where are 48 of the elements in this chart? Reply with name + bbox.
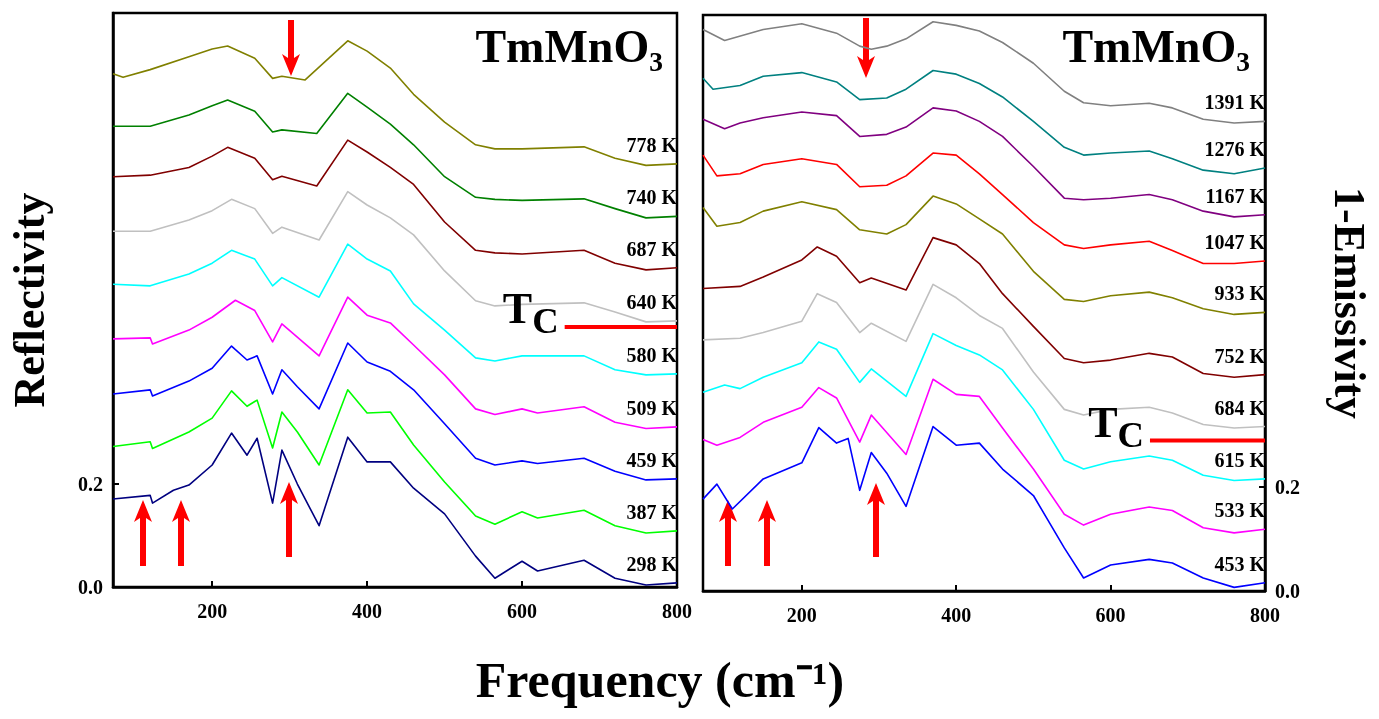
series-label: 1276 K xyxy=(1204,138,1266,161)
series-label: 459 K xyxy=(626,448,678,471)
x-axis-title: Frequency (cm⁻¹) xyxy=(475,652,845,708)
x-tick-label: 600 xyxy=(1095,604,1126,626)
series-label: 1391 K xyxy=(1204,91,1266,114)
series-label: 298 K xyxy=(626,552,678,575)
x-tick-label: 600 xyxy=(507,600,538,622)
chart-title: TmMnO₃ xyxy=(475,20,664,72)
line-series xyxy=(702,378,1266,534)
series-label: T$_{C}$ xyxy=(1088,396,1144,457)
series-label: 740 K xyxy=(626,186,678,209)
series-label: 933 K xyxy=(1214,282,1266,305)
x-tick-label: 200 xyxy=(197,600,228,622)
line-series xyxy=(112,92,678,219)
y2-tick-label: 0.0 xyxy=(1275,580,1300,602)
series-label: 752 K xyxy=(1214,344,1266,367)
line-series xyxy=(702,69,1266,175)
line-series xyxy=(112,139,678,271)
series-label: 687 K xyxy=(626,237,678,260)
y2-tick-label: 0.2 xyxy=(1275,476,1300,499)
series-label: 387 K xyxy=(626,500,678,523)
chart-title: TmMnO₃ xyxy=(1062,20,1251,72)
x-tick-label: 400 xyxy=(941,604,972,626)
series-label: 1047 K xyxy=(1204,230,1266,253)
x-tick-label: 400 xyxy=(352,600,383,622)
series-label: 580 K xyxy=(626,343,678,366)
series-label: 1167 K xyxy=(1205,184,1266,207)
line-series xyxy=(702,107,1266,218)
line-series xyxy=(112,243,678,376)
line-series xyxy=(112,389,678,534)
series-label: T$_{C}$ xyxy=(502,283,559,343)
series-label: 533 K xyxy=(1214,499,1266,522)
y-axis-title: Reflectivity xyxy=(4,192,54,408)
series-label: 778 K xyxy=(626,133,678,156)
line-series xyxy=(702,236,1266,379)
line-series xyxy=(702,20,1266,124)
series-label: 640 K xyxy=(626,290,678,313)
line-series xyxy=(702,332,1266,482)
line-series xyxy=(112,342,678,481)
x-tick-label: 800 xyxy=(662,600,692,622)
series-label: 509 K xyxy=(626,396,678,419)
y2-axis-title: 1-Emissivity xyxy=(1324,186,1374,420)
series-label: 684 K xyxy=(1214,396,1266,419)
series-label: 615 K xyxy=(1214,448,1266,471)
series-label: 453 K xyxy=(1214,552,1266,575)
x-tick-label: 800 xyxy=(1250,604,1280,626)
line-series xyxy=(112,296,678,430)
x-tick-label: 200 xyxy=(786,604,817,626)
